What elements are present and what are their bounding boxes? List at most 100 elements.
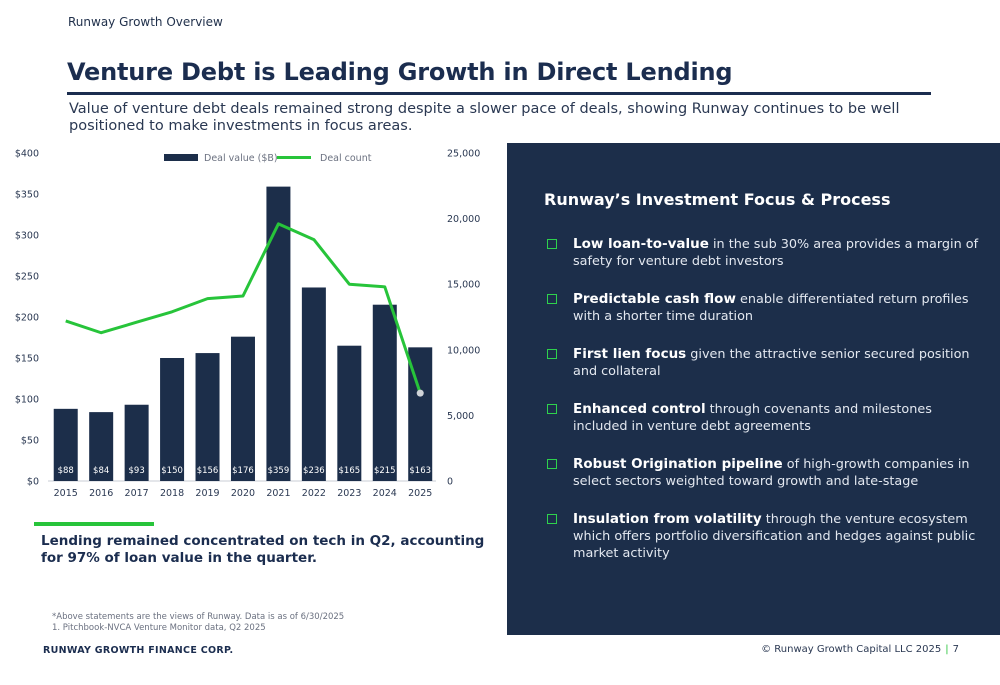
line-series <box>65 222 424 397</box>
source-note: 1. Pitchbook-NVCA Venture Monitor data, … <box>52 623 266 633</box>
checkbox-icon <box>547 514 557 524</box>
disclaimer-note: *Above statements are the views of Runwa… <box>52 612 345 622</box>
x-tick-label: 2021 <box>266 488 290 499</box>
company-name: RUNWAY GROWTH FINANCE CORP. <box>43 645 234 656</box>
y-left-tick-label: $250 <box>15 272 39 283</box>
legend-deal-value: Deal value ($B) <box>204 153 278 164</box>
focus-item-text: enable differentiated return profiles wi… <box>573 292 969 324</box>
venture-debt-chart: Deal value ($B) Deal count $0 $50 $100 $150… <box>15 149 480 500</box>
focus-item: First lien focus given the attractive se… <box>547 346 987 401</box>
bar-data-label: $359 <box>268 466 290 476</box>
focus-item: Enhanced control through covenants and m… <box>547 401 987 456</box>
x-tick-label: 2024 <box>373 488 397 499</box>
footnotes: *Above statements are the views of Runwa… <box>52 612 344 634</box>
focus-item-text: given the attractive senior secured posi… <box>573 347 970 379</box>
page-title: Venture Debt is Leading Growth in Direct… <box>67 58 733 86</box>
legend-bar-swatch <box>164 154 198 161</box>
bar <box>53 408 78 481</box>
focus-item-heading: Predictable cash flow <box>573 291 736 307</box>
y-left-tick-label: $200 <box>15 313 39 324</box>
x-tick-label: 2015 <box>54 488 78 499</box>
y-left-tick-label: $300 <box>15 231 39 242</box>
y-left-tick-label: $50 <box>21 436 39 447</box>
x-tick-label: 2023 <box>337 488 361 499</box>
y-right-tick-label: 15,000 <box>447 280 480 291</box>
y-left-tick-label: $150 <box>15 354 39 365</box>
bar-data-label: $165 <box>339 466 361 476</box>
bar <box>372 304 397 481</box>
focus-item-heading: Low loan-to-value <box>573 236 709 252</box>
accent-bar <box>34 522 154 526</box>
y-right-tick-label: 20,000 <box>447 214 480 225</box>
y-right-tick-label: 0 <box>447 477 453 488</box>
page-footer: © Runway Growth Capital LLC 2025 | 7 <box>761 644 959 655</box>
bar-data-label: $150 <box>161 466 183 476</box>
bar <box>160 358 185 481</box>
y-left-tick-label: $0 <box>27 477 39 488</box>
x-tick-label: 2022 <box>302 488 326 499</box>
focus-item-text: through the venture ecosystem which offe… <box>573 512 976 561</box>
y-right-tick-label: 25,000 <box>447 149 480 160</box>
legend-deal-count: Deal count <box>320 153 372 164</box>
copyright: © Runway Growth Capital LLC 2025 <box>761 644 942 655</box>
bar <box>230 336 255 481</box>
x-tick-label: 2025 <box>408 488 432 499</box>
x-tick-label: 2019 <box>195 488 219 499</box>
y-right-tick-label: 5,000 <box>447 411 474 422</box>
focus-item-heading: Robust Origination pipeline <box>573 456 783 472</box>
key-takeaway: Lending remained concentrated on tech in… <box>41 533 485 566</box>
panel-title: Runway’s Investment Focus & Process <box>544 190 891 209</box>
focus-item-heading: Insulation from volatility <box>573 511 762 527</box>
focus-item: Robust Origination pipeline of high-grow… <box>547 456 987 511</box>
bar <box>301 287 326 481</box>
page-subtitle: Value of venture debt deals remained str… <box>69 101 900 134</box>
x-tick-label: 2017 <box>125 488 149 499</box>
bar-series: $88 $84 $93 $150 $156 $176 $359 $236 $165 $215 $16… <box>53 186 433 481</box>
bar <box>89 412 114 481</box>
focus-item-heading: First lien focus <box>573 346 687 362</box>
bar-data-label: $84 <box>93 466 109 476</box>
bar <box>124 404 149 481</box>
checkbox-icon <box>547 459 557 469</box>
focus-item: Insulation from volatility through the v… <box>547 511 987 566</box>
bar-data-label: $163 <box>409 466 431 476</box>
line-end-point <box>416 389 424 397</box>
checkbox-icon <box>547 349 557 359</box>
x-tick-label: 2020 <box>231 488 255 499</box>
focus-list: Low loan-to-value in the sub 30% area pr… <box>547 236 987 566</box>
page-number: 7 <box>952 644 959 655</box>
checkbox-icon <box>547 404 557 414</box>
x-tick-label: 2016 <box>89 488 113 499</box>
checkbox-icon <box>547 239 557 249</box>
focus-item-text: in the sub 30% area provides a margin of… <box>573 237 979 269</box>
bar <box>337 345 362 481</box>
x-axis-labels: 2015 2016 2017 2018 2019 2020 2021 2022 2023 2024… <box>54 488 433 499</box>
y-right-tick-label: 10,000 <box>447 345 480 356</box>
chart-legend: Deal value ($B) Deal count <box>164 153 372 164</box>
focus-item-text: through covenants and milestones include… <box>573 402 932 434</box>
bar-data-label: $156 <box>197 466 219 476</box>
bar-data-label: $236 <box>303 466 325 476</box>
bar <box>195 353 220 481</box>
checkbox-icon <box>547 294 557 304</box>
bar <box>266 186 291 481</box>
bar-data-label: $215 <box>374 466 396 476</box>
focus-item-text: of high-growth companies in select secto… <box>573 457 970 489</box>
y-axis-left: $0 $50 $100 $150 $200 $250 $300 $350 $400 <box>15 149 39 488</box>
y-left-tick-label: $100 <box>15 395 39 406</box>
x-tick-label: 2018 <box>160 488 184 499</box>
bar-data-label: $176 <box>232 466 254 476</box>
y-left-tick-label: $350 <box>15 190 39 201</box>
focus-item-heading: Enhanced control <box>573 401 706 417</box>
investment-focus-panel: Runway’s Investment Focus & Process Low … <box>507 143 1000 635</box>
title-divider <box>67 92 931 95</box>
bar-data-label: $93 <box>129 466 145 476</box>
y-left-tick-label: $400 <box>15 149 39 160</box>
focus-item: Predictable cash flow enable differentia… <box>547 291 987 346</box>
footer-separator: | <box>945 644 949 655</box>
y-axis-right: 0 5,000 10,000 15,000 20,000 25,000 <box>447 149 480 488</box>
section-kicker: Runway Growth Overview <box>68 15 223 29</box>
bar-data-label: $88 <box>58 466 74 476</box>
focus-item: Low loan-to-value in the sub 30% area pr… <box>547 236 987 291</box>
deal-count-line <box>65 222 422 394</box>
